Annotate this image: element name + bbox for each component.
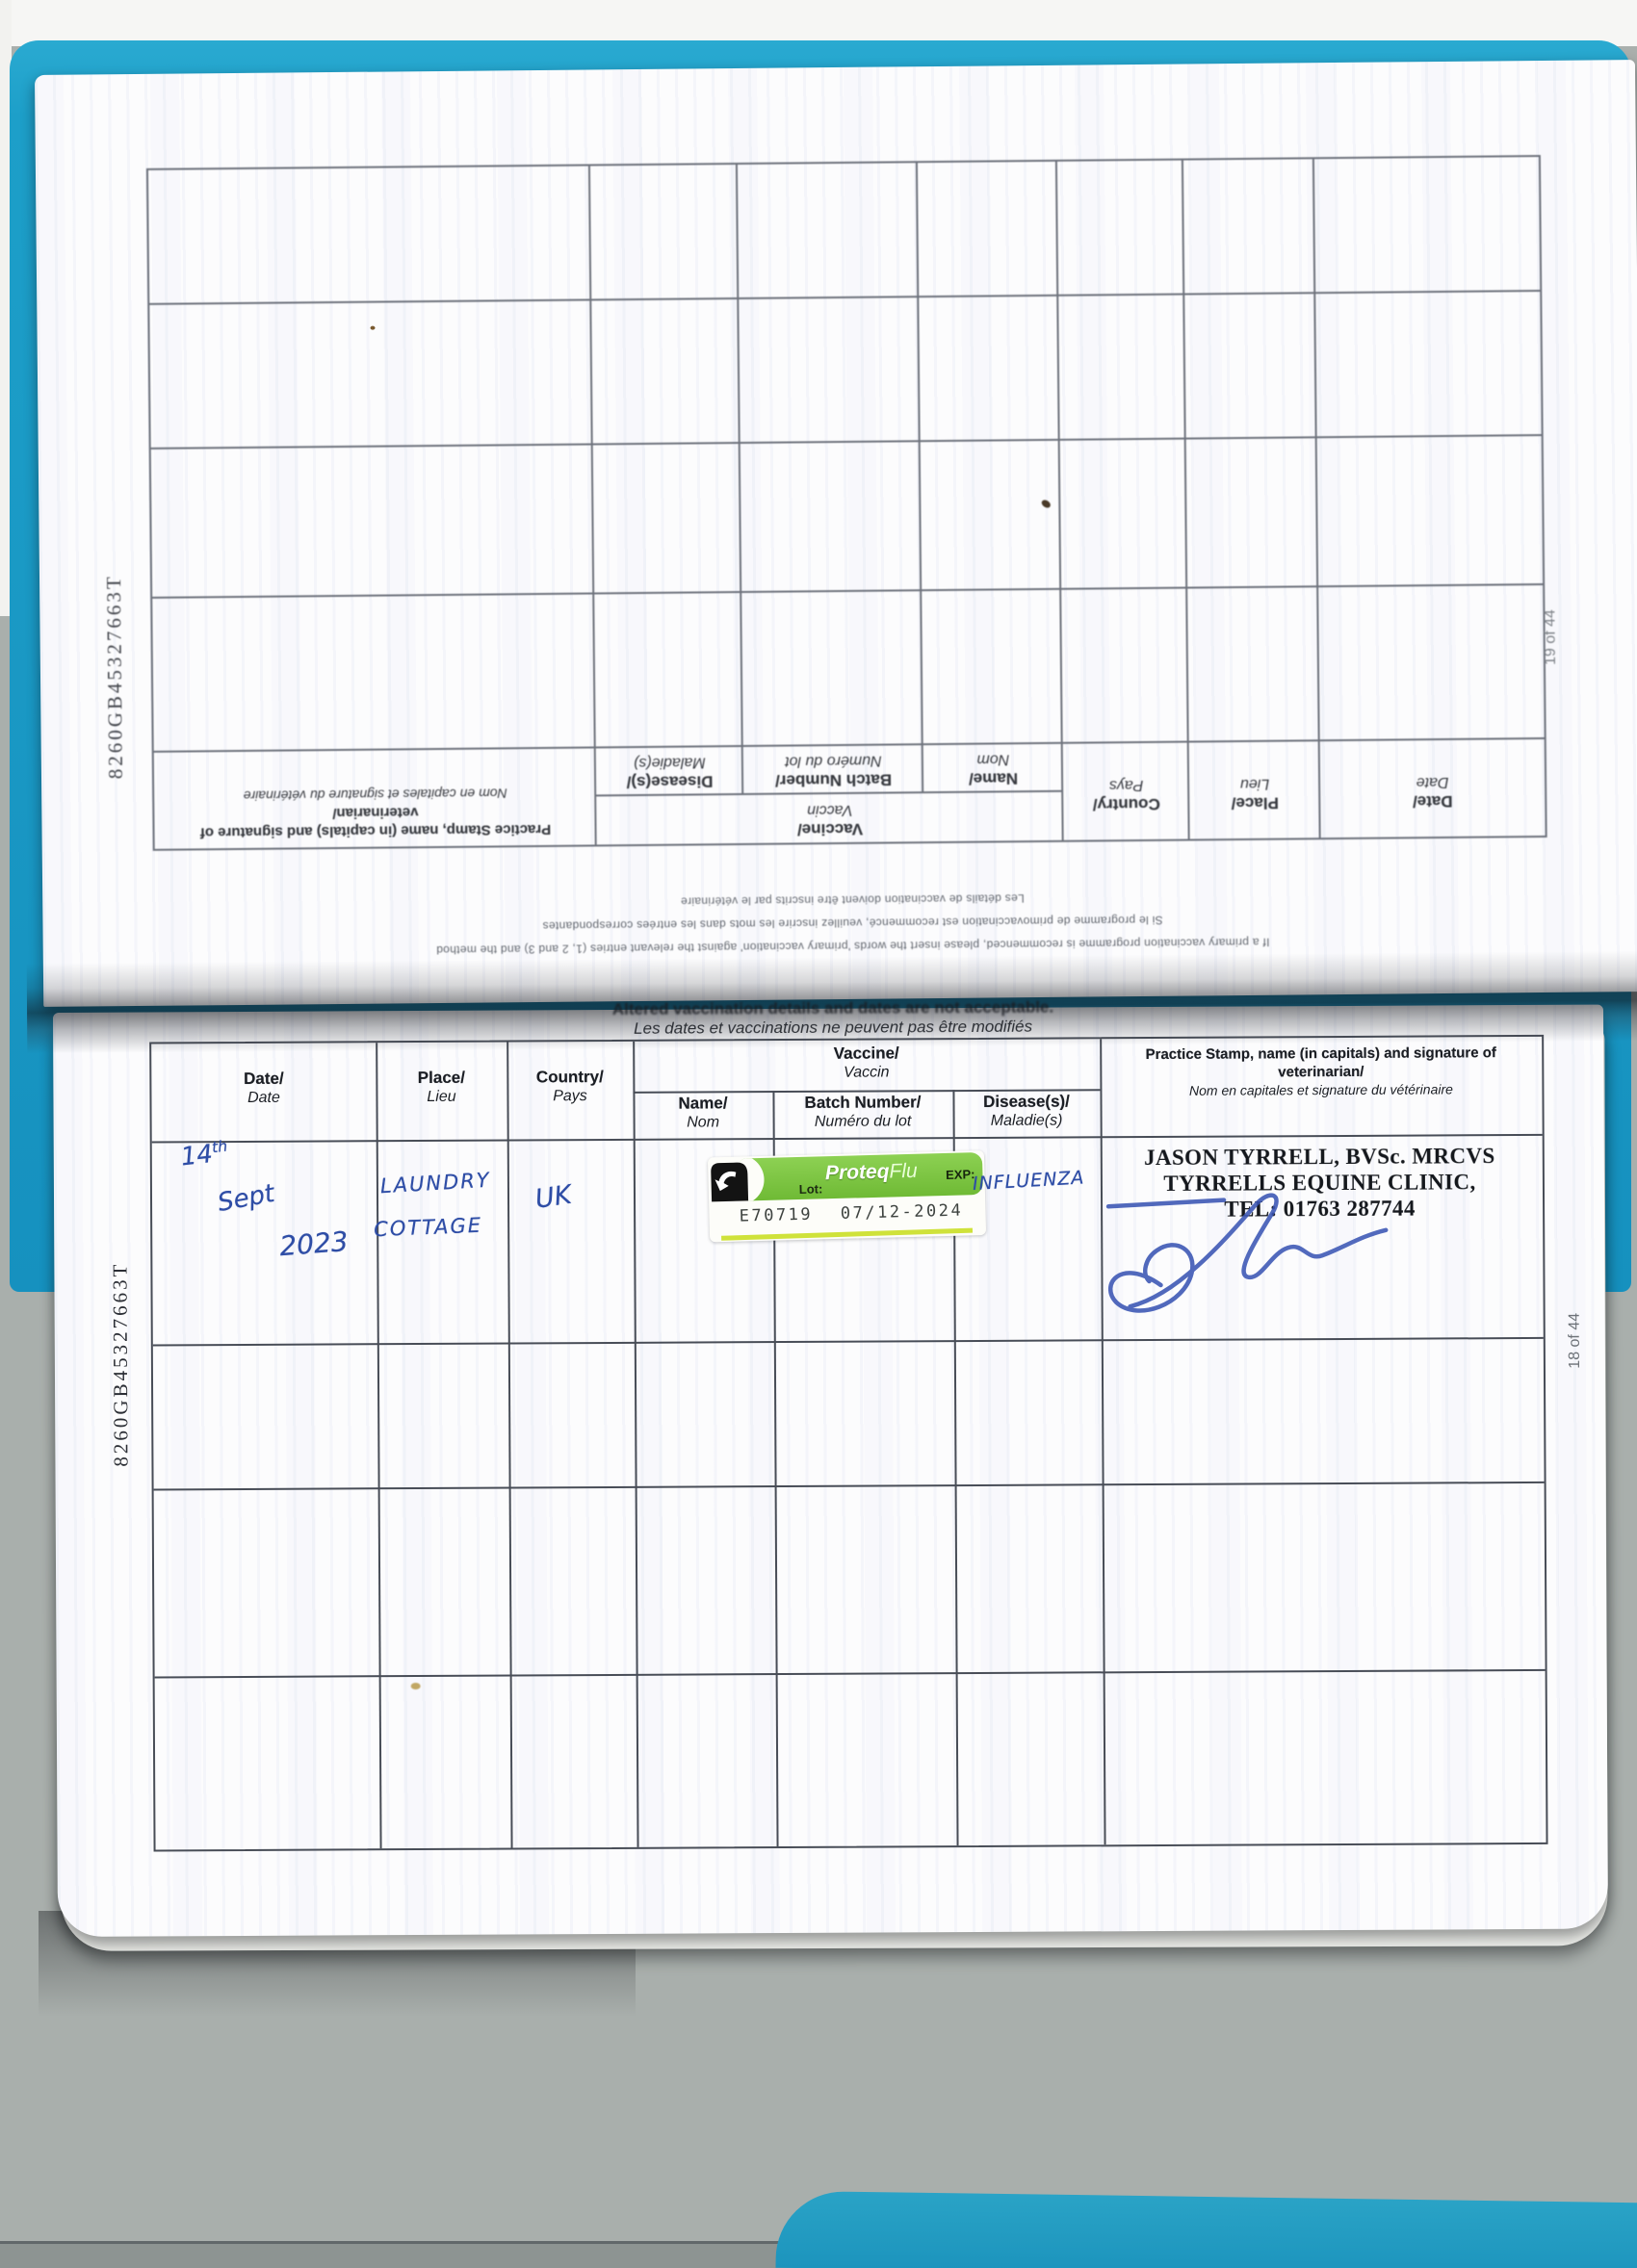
grid-line <box>588 166 597 845</box>
date-day: 14 <box>179 1139 215 1173</box>
grid-line <box>1312 159 1321 838</box>
column-header-date: Date/ Date <box>151 1068 376 1108</box>
column-header-practice-en: Practice Stamp, name (in capitals) and s… <box>199 804 552 841</box>
sticker-green-band: Lot: ProteqFlu EXP: <box>738 1151 984 1201</box>
grid-line <box>633 1041 639 1847</box>
column-header-name: Name/ Nom <box>923 749 1063 790</box>
column-header-date-en: Date/ <box>1412 791 1453 812</box>
column-header-disease-fr: Maladie(s) <box>633 754 706 771</box>
column-header-date-fr: Date <box>247 1090 280 1107</box>
handwritten-country: UK <box>533 1179 574 1215</box>
column-header-batch-fr: Numéro du lot <box>785 752 882 770</box>
grid-line <box>1182 160 1190 839</box>
sticker-logo-icon <box>711 1162 749 1202</box>
column-header-batch: Batch Number/ Numéro du lot <box>772 1092 952 1132</box>
vaccination-table: Date/ Date Place/ Lieu Country/ Pays Vac… <box>149 1034 1548 1852</box>
vaccination-table-reverse: Date/ Date Place/ Lieu Country/ Pays Vac… <box>145 154 1547 851</box>
column-header-practice-fr: Nom en capitales et signature du vétérin… <box>1188 1080 1453 1098</box>
vaccine-sticker: Lot: ProteqFlu EXP: E70719 07/12-2024 <box>707 1149 987 1243</box>
sticker-brand-light: Flu <box>889 1159 918 1183</box>
column-header-country: Country/ Pays <box>1063 774 1189 815</box>
column-header-practice-stamp: Practice Stamp, name (in capitals) and s… <box>154 784 597 841</box>
column-header-batch: Batch Number/ Numéro du lot <box>743 750 923 791</box>
veterinarian-signature <box>1105 1193 1389 1313</box>
handwritten-place-line2: COTTAGE <box>373 1213 483 1242</box>
column-header-country-en: Country/ <box>1092 794 1160 814</box>
column-header-date-en: Date/ <box>244 1069 284 1088</box>
column-header-date-fr: Date <box>1416 773 1449 791</box>
scanner-edge-left <box>0 0 12 616</box>
serial-number: 8260GB45327663T <box>108 1261 133 1467</box>
column-header-disease: Disease(s)/ Maladie(s) <box>952 1091 1100 1131</box>
grid-line <box>1055 161 1064 840</box>
passport-cover-bottom-edge <box>775 2190 1637 2268</box>
grid-line <box>507 1042 513 1848</box>
grid-line <box>154 1668 1546 1679</box>
grid-line <box>152 583 1544 599</box>
page-number: 19 of 44 <box>1542 609 1559 665</box>
top-page-19: If a primary vaccination programme is re… <box>35 60 1637 1007</box>
column-header-place-fr: Lieu <box>427 1089 456 1106</box>
dirt-speck <box>410 1683 421 1690</box>
grid-line <box>376 1043 382 1849</box>
column-header-vaccine-fr: Vaccin <box>844 1064 890 1081</box>
sticker-brand-bold: Proteq <box>824 1160 890 1185</box>
handwritten-date-day: 14th <box>179 1138 229 1173</box>
bottom-page-18: Altered vaccination details and dates ar… <box>53 998 1609 1937</box>
scanner-edge-top <box>0 0 1637 46</box>
column-header-date: Date/ Date <box>1320 771 1545 812</box>
page-number: 18 of 44 <box>1566 1312 1583 1369</box>
grid-line <box>152 1336 1544 1347</box>
column-header-name-en: Name/ <box>678 1094 728 1113</box>
column-header-name-en: Name/ <box>968 769 1019 788</box>
column-header-country-fr: Pays <box>553 1088 587 1105</box>
sticker-exp-label: EXP: <box>945 1167 975 1182</box>
column-header-name-fr: Nom <box>976 751 1010 768</box>
instruction-line: Les détails de vaccination doivent être … <box>680 891 1025 909</box>
handwritten-date-year: 2023 <box>278 1224 350 1263</box>
page-fold-shadow <box>26 950 1637 1054</box>
sticker-brand: ProteqFlu <box>816 1160 927 1186</box>
column-header-country: Country/ Pays <box>507 1067 633 1107</box>
column-header-disease-en: Disease(s)/ <box>983 1092 1070 1111</box>
stamp-line1: JASON TYRRELL, BVSc. MRCVS <box>1143 1144 1495 1171</box>
column-header-disease-fr: Maladie(s) <box>990 1112 1063 1130</box>
column-header-practice-stamp: Practice Stamp, name (in capitals) and s… <box>1100 1044 1542 1099</box>
handwritten-place-line1: LAUNDRY <box>379 1168 492 1198</box>
handwritten-date-month: Sept <box>215 1178 277 1219</box>
grid-line <box>151 1133 1543 1144</box>
flipped-page-content: If a primary vaccination programme is re… <box>35 60 1637 1007</box>
handwritten-disease: INFLUENZA <box>972 1167 1085 1196</box>
column-header-practice-en: Practice Stamp, name (in capitals) and s… <box>1145 1044 1496 1081</box>
column-header-batch-en: Batch Number/ <box>804 1093 922 1112</box>
column-header-disease-en: Disease(s)/ <box>626 772 714 792</box>
sticker-exp-value: 07/12-2024 <box>840 1200 964 1224</box>
column-header-vaccine: Vaccine/ Vaccin <box>596 798 1063 842</box>
grid-line <box>153 1481 1545 1491</box>
instruction-line: Si le programme de primovaccination est … <box>542 913 1163 933</box>
grid-line <box>916 163 924 794</box>
sticker-lot-value: E70719 <box>739 1204 814 1226</box>
column-header-disease: Disease(s)/ Maladie(s) <box>596 752 743 793</box>
sticker-underline <box>721 1227 974 1241</box>
grid-line <box>736 164 744 795</box>
grid-line <box>150 434 1542 450</box>
column-header-place: Place/ Lieu <box>376 1068 507 1108</box>
grid-line <box>149 290 1541 305</box>
column-header-place-en: Place/ <box>417 1068 465 1088</box>
dirt-speck <box>370 325 376 330</box>
column-header-name: Name/ Nom <box>633 1093 772 1133</box>
column-header-batch-fr: Numéro du lot <box>814 1113 912 1131</box>
column-header-name-fr: Nom <box>687 1114 720 1131</box>
column-header-place: Place/ Lieu <box>1189 773 1320 814</box>
sticker-codes: E70719 07/12-2024 <box>726 1200 975 1226</box>
serial-number: 8260GB45327663T <box>101 574 128 780</box>
column-header-place-fr: Lieu <box>1239 775 1270 792</box>
date-suffix: th <box>211 1137 229 1157</box>
column-header-country-fr: Pays <box>1108 776 1144 794</box>
column-header-country-en: Country/ <box>535 1068 604 1087</box>
column-header-place-en: Place/ <box>1231 793 1279 813</box>
column-header-batch-en: Batch Number/ <box>775 770 893 790</box>
